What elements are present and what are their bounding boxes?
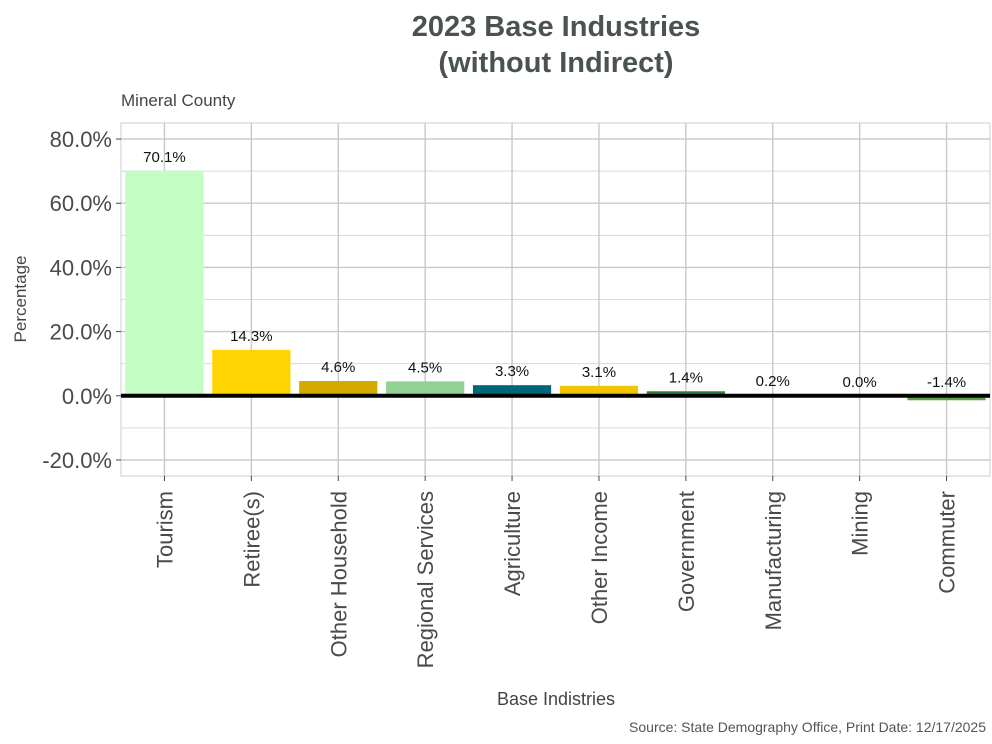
- y-axis-label: Percentage: [11, 256, 30, 343]
- bar-retiree-s-: [212, 349, 291, 396]
- y-tick-label: 20.0%: [50, 320, 112, 345]
- bar-value-label: 3.3%: [495, 363, 529, 380]
- x-category-label: Mining: [848, 491, 873, 556]
- x-category-label: Manufacturing: [761, 491, 786, 630]
- y-tick-label: 0.0%: [62, 384, 112, 409]
- x-category-label: Tourism: [152, 491, 177, 568]
- bar-value-label: 70.1%: [143, 149, 186, 166]
- chart-subtitle: Mineral County: [121, 91, 236, 110]
- bar-commuter: [907, 395, 986, 401]
- bar-value-label: 4.6%: [321, 359, 355, 376]
- y-tick-label: 40.0%: [50, 255, 112, 280]
- y-tick-label: 60.0%: [50, 191, 112, 216]
- x-category-label: Regional Services: [413, 491, 438, 668]
- bar-other-income: [559, 385, 639, 396]
- bar-value-label: 0.2%: [756, 373, 790, 390]
- plot-area: -20.0% 0.0% 20.0% 40.0% 60.0% 80.0% 70.1% Touri…: [42, 122, 991, 668]
- bar-value-label: 0.0%: [843, 374, 877, 391]
- chart-title-line2: (without Indirect): [438, 47, 673, 79]
- bar-value-label: 1.4%: [669, 369, 703, 386]
- x-category-label: Other Household: [326, 491, 351, 657]
- bar-value-label: -1.4%: [927, 374, 966, 391]
- x-category-label: Agriculture: [500, 491, 525, 596]
- bar-government: [646, 391, 725, 396]
- chart-title-line1: 2023 Base Industries: [412, 11, 701, 43]
- x-category-label: Government: [674, 491, 699, 612]
- y-tick-label: 80.0%: [50, 127, 112, 152]
- y-tick-label: -20.0%: [42, 448, 112, 473]
- x-axis-label: Base Indistries: [497, 689, 615, 709]
- x-category-label: Commuter: [935, 491, 960, 594]
- x-category-label: Retiree(s): [239, 491, 264, 588]
- bar-value-label: 14.3%: [230, 328, 273, 345]
- x-category-label: Other Income: [587, 491, 612, 624]
- bar-value-label: 4.5%: [408, 359, 442, 376]
- chart-caption: Source: State Demography Office, Print D…: [629, 719, 986, 735]
- bar-regional-services: [386, 381, 465, 396]
- bar-agriculture: [472, 385, 552, 396]
- bar-value-label: 3.1%: [582, 364, 616, 381]
- bar-other-household: [299, 381, 378, 396]
- bar-tourism: [125, 170, 204, 396]
